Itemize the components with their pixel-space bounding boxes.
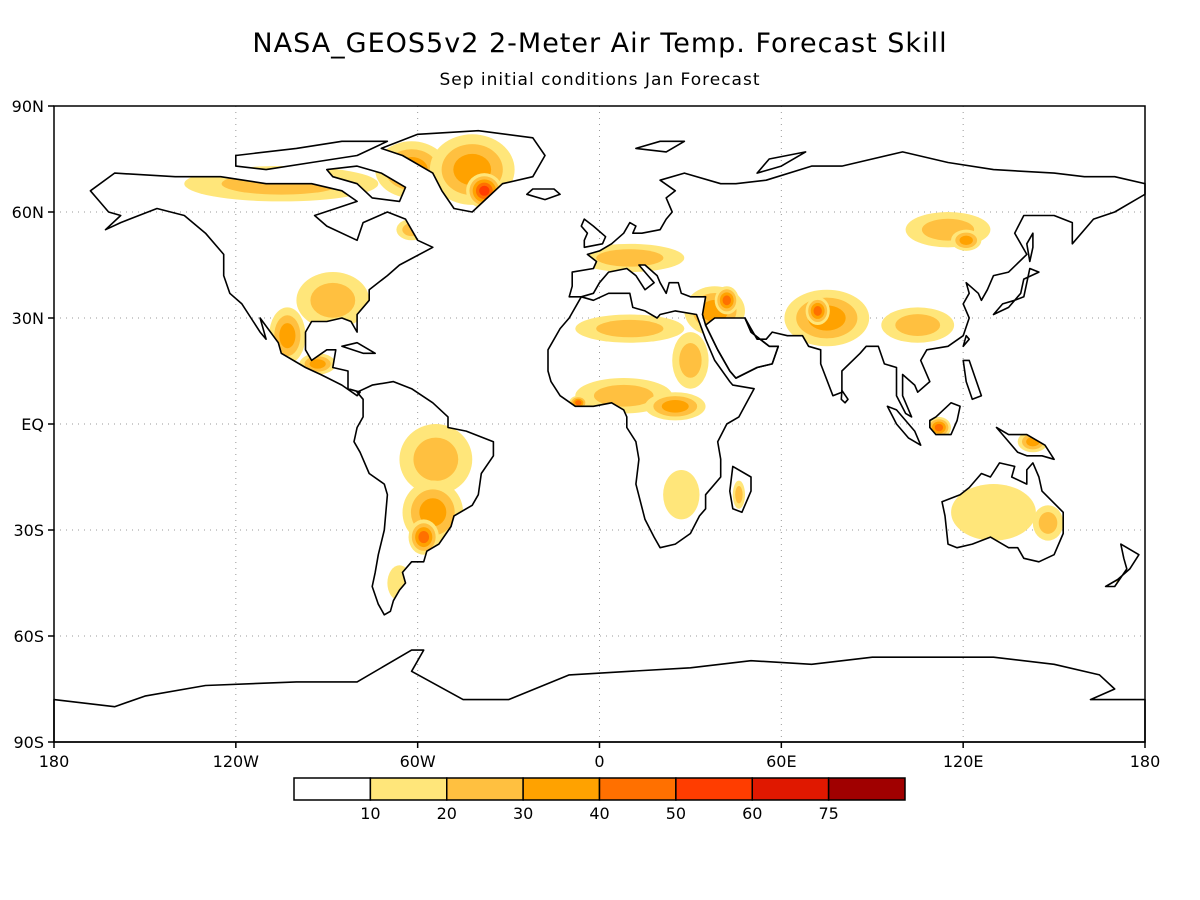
colorbar-swatch — [751, 777, 830, 801]
skill-patch — [419, 498, 447, 527]
x-tick-label: 180 — [39, 752, 70, 771]
colorbar-label: 75 — [818, 804, 838, 823]
coastline-philippines — [962, 359, 983, 401]
skill-patch — [479, 185, 490, 196]
coastline-borneo — [929, 402, 961, 436]
skill-patch — [310, 282, 356, 318]
skill-patch — [593, 384, 654, 407]
coastline-britain — [580, 218, 607, 249]
colorbar-label: 40 — [589, 804, 609, 823]
skill-patch — [596, 319, 664, 338]
coastline-greenland — [380, 129, 546, 213]
colorbar-label: 30 — [513, 804, 533, 823]
coastline-north-america — [89, 172, 434, 397]
coastline-arctic-islands — [235, 140, 389, 171]
y-tick-label: 90N — [12, 97, 44, 116]
coastline-sumatra — [886, 405, 922, 446]
coastline-australia — [941, 462, 1064, 563]
coastline-south-america — [353, 380, 495, 616]
skill-patch — [813, 306, 822, 316]
coastline-japan — [992, 267, 1040, 316]
skill-patch — [679, 343, 702, 378]
x-tick-label: 60E — [766, 752, 796, 771]
skill-patch — [722, 295, 731, 306]
y-tick-label: 60N — [12, 203, 44, 222]
colorbar: 10 20 30 40 50 60 75 — [293, 777, 906, 823]
y-tick-label: 30S — [13, 521, 44, 540]
colorbar-swatch — [522, 777, 601, 801]
colorbar-label: 10 — [360, 804, 380, 823]
skill-patch — [934, 423, 944, 432]
skill-patch — [735, 485, 743, 504]
coastline-svalbard — [635, 140, 686, 153]
skill-patch — [959, 235, 973, 245]
y-tick-label: 90S — [13, 733, 44, 752]
y-tick-label: 60S — [13, 627, 44, 646]
coastline-sri-lanka — [840, 389, 849, 404]
axis-ticks: 180 120W 60W 0 60E 120E 180 90N 60N 30N EQ 30S 60S 90… — [12, 97, 1161, 771]
coastline-africa — [547, 292, 755, 549]
colorbar-swatch — [446, 777, 524, 801]
colorbar-swatch — [369, 777, 448, 801]
x-tick-label: 180 — [1130, 752, 1161, 771]
coastline-new-guinea — [995, 426, 1055, 461]
skill-patch — [413, 437, 459, 482]
skill-patch — [951, 484, 1036, 541]
skill-patch — [575, 400, 582, 406]
skill-patch — [279, 323, 296, 349]
coastline-baffin — [326, 165, 407, 203]
chart-title: NASA_GEOS5v2 2-Meter Air Temp. Forecast … — [252, 28, 948, 59]
skill-patch — [309, 359, 326, 369]
skill-patch — [418, 530, 430, 544]
chart-subtitle: Sep initial conditions Jan Forecast — [439, 70, 761, 90]
x-tick-label: 60W — [400, 752, 436, 771]
colorbar-label: 20 — [437, 804, 457, 823]
x-tick-label: 120W — [213, 752, 260, 771]
gridlines — [54, 106, 1145, 742]
coastline-iceland — [526, 188, 561, 201]
skill-patch — [663, 469, 700, 520]
coastline-new-zealand — [1104, 543, 1140, 588]
x-tick-label: 0 — [594, 752, 604, 771]
colorbar-swatch — [827, 777, 906, 801]
skill-patch — [596, 249, 664, 267]
y-tick-label: 30N — [12, 309, 44, 328]
y-tick-label: EQ — [21, 415, 44, 434]
coastline-sakhalin — [1026, 232, 1034, 263]
x-tick-label: 120E — [943, 752, 984, 771]
skill-patch — [895, 314, 941, 336]
colorbar-swatch — [675, 777, 753, 801]
coastline-arabia — [704, 317, 780, 379]
coastline-antarctica — [53, 649, 1146, 743]
coastline-novaya-zemlya — [756, 151, 807, 174]
coastline-cuba — [341, 341, 376, 355]
colorbar-swatch — [598, 777, 677, 801]
coastlines — [53, 129, 1146, 743]
colorbar-swatch — [293, 777, 372, 801]
colorbar-label: 50 — [666, 804, 686, 823]
skill-patch — [661, 400, 689, 413]
coastline-taiwan — [962, 334, 970, 348]
colorbar-label: 60 — [742, 804, 762, 823]
coastline-eurasia — [568, 151, 1146, 418]
skill-patch — [1038, 512, 1058, 534]
coastline-madagascar — [729, 465, 752, 514]
